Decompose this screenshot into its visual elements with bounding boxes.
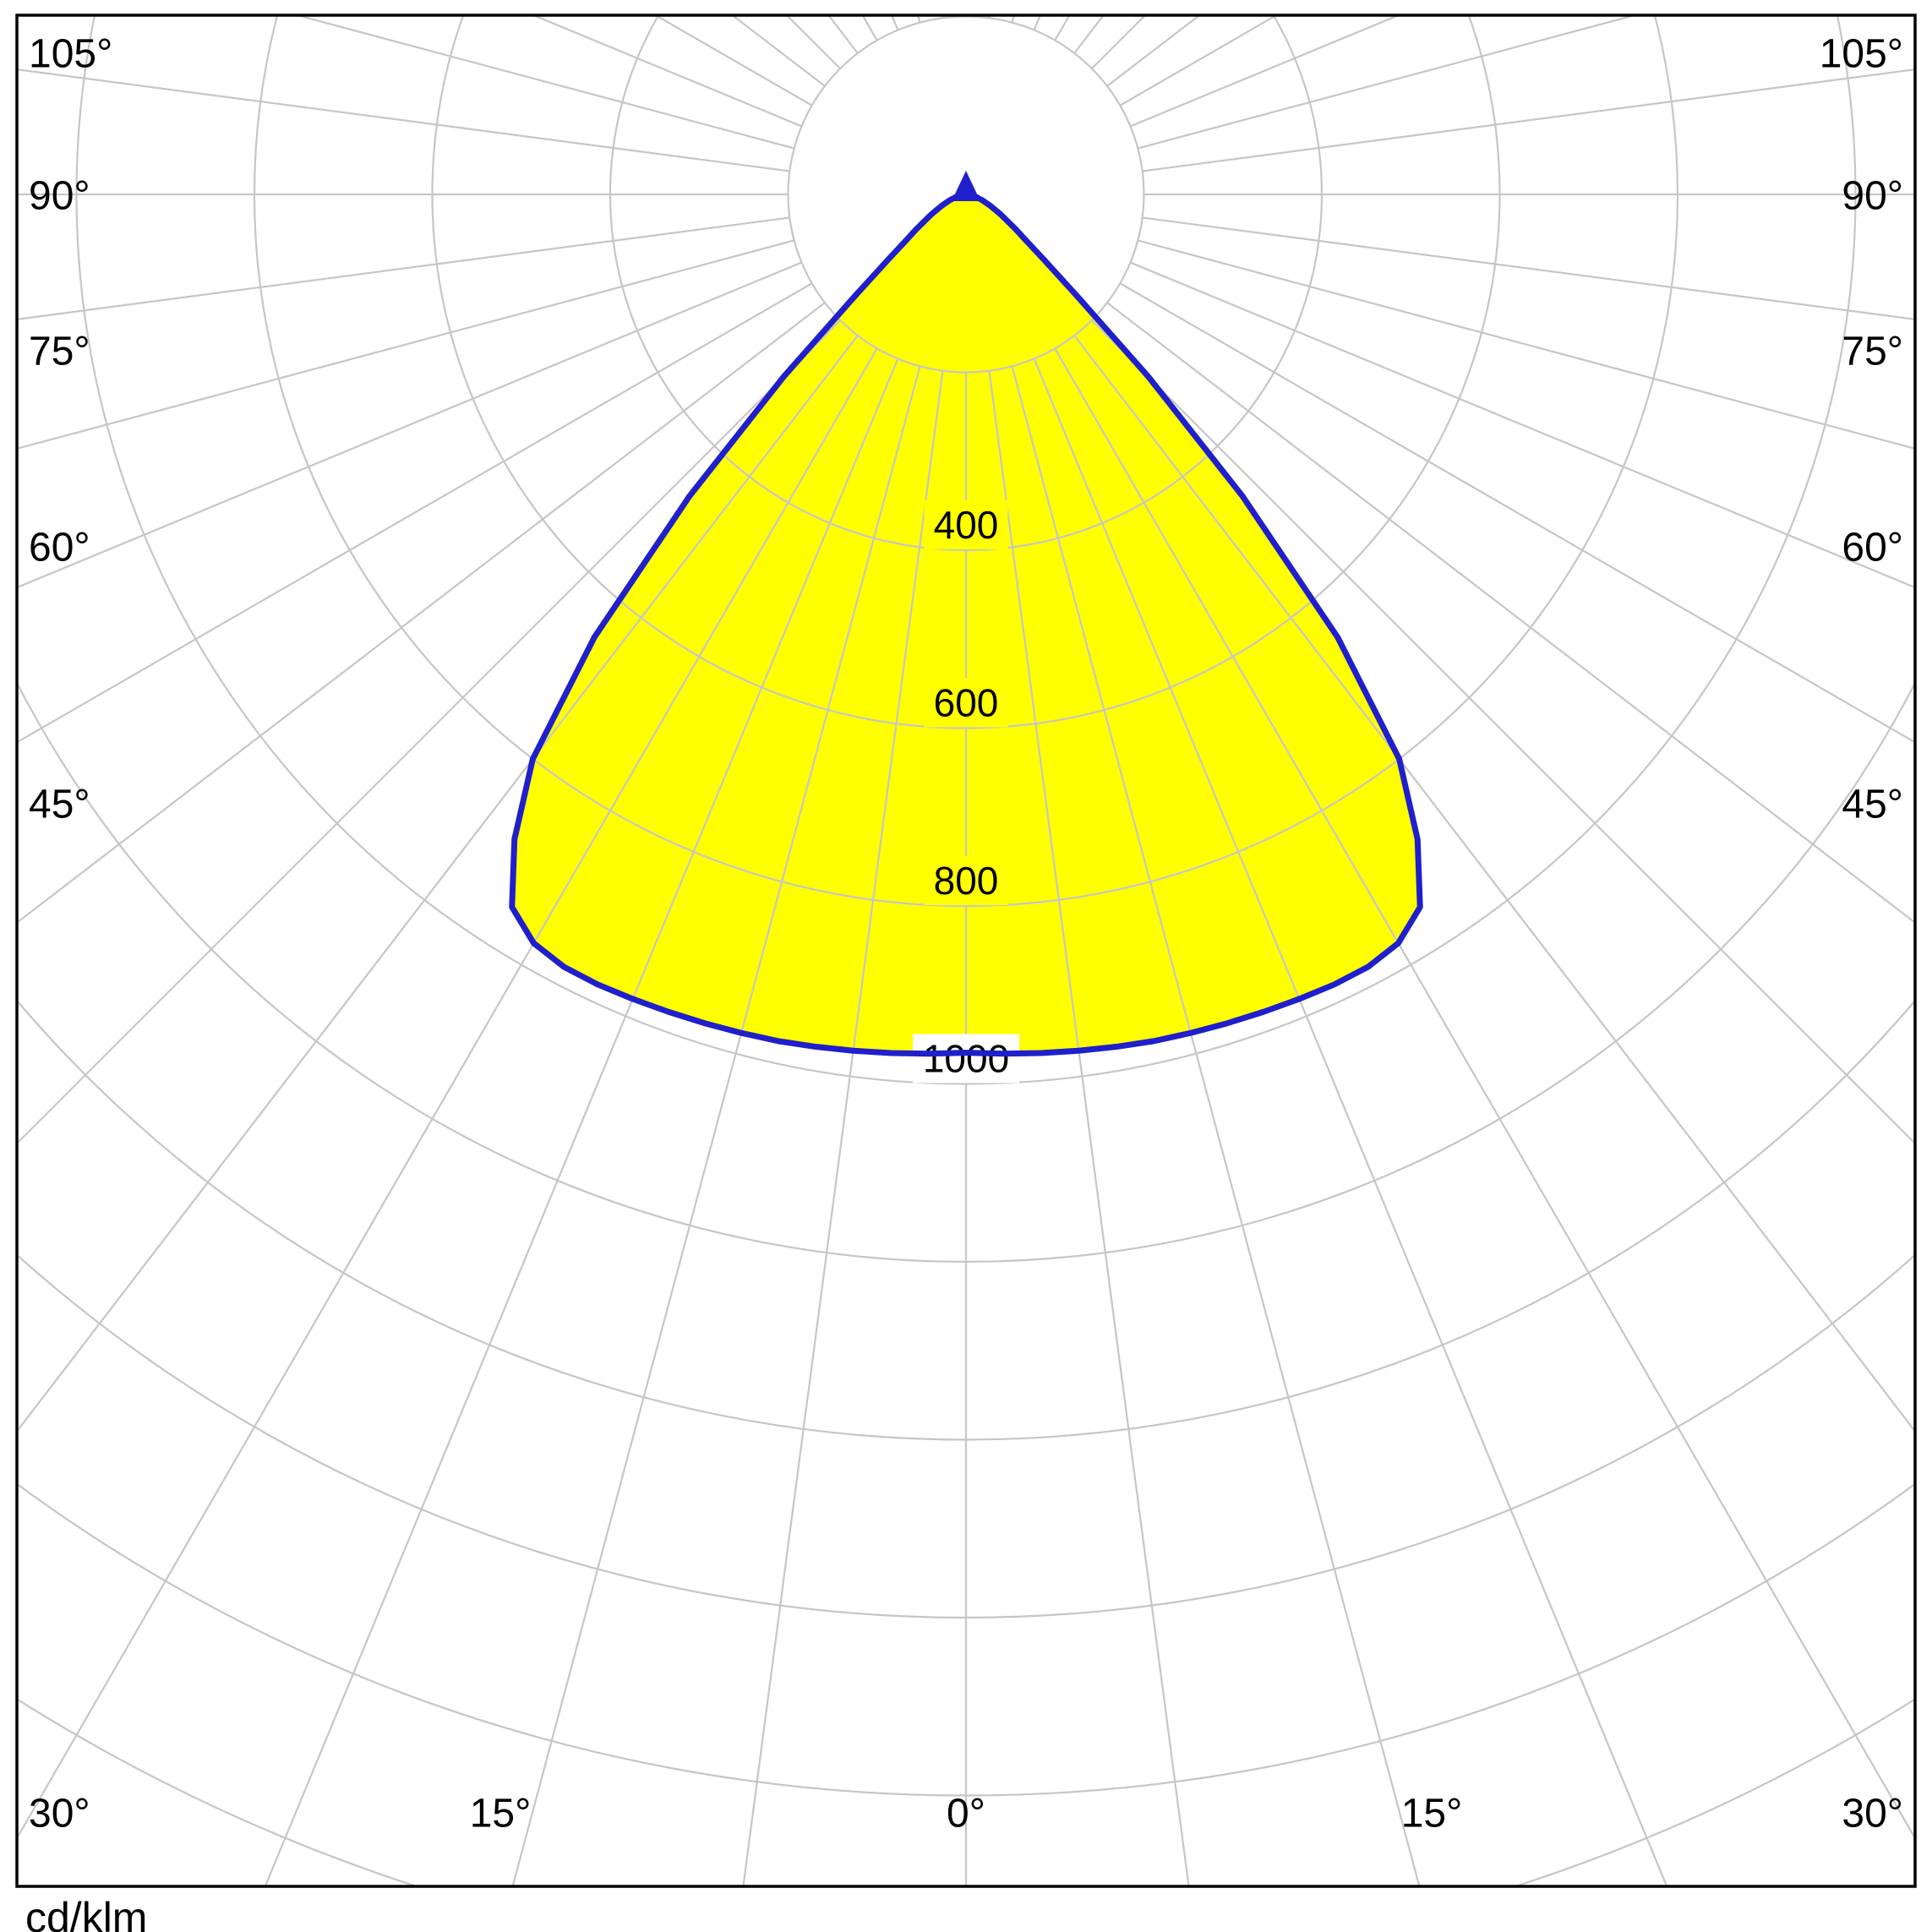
angular-gridline (293, 15, 794, 150)
angular-gridline (1011, 366, 1421, 1886)
angular-gridline (17, 239, 794, 450)
angular-gridline (1033, 358, 1668, 1886)
plot-border (15, 14, 1917, 1888)
radial-label-bg (924, 856, 1008, 905)
radial-label-bg (913, 1034, 1019, 1083)
angular-gridline (17, 335, 859, 1433)
angular-gridline (1138, 15, 1639, 150)
angle-label-bottom: 0° (947, 1792, 985, 1836)
radial-axis-label: 600 (934, 681, 999, 725)
unit-label: cd/klm (25, 1894, 148, 1932)
angle-label-left: 90° (29, 174, 90, 219)
angle-label-left: 60° (29, 526, 90, 570)
angle-label-left: 75° (29, 330, 90, 374)
angle-label-right: 30° (1842, 1792, 1903, 1836)
angular-gridline (1130, 261, 1915, 589)
angular-gridline (17, 347, 878, 1841)
angle-label-right: 60° (1842, 526, 1903, 570)
angle-label-bottom: 15° (470, 1792, 532, 1836)
angular-gridline (1091, 319, 1915, 1145)
intensity-curve (509, 191, 1423, 1057)
angle-label-right: 105° (1820, 32, 1903, 77)
angular-gridline (1138, 239, 1915, 450)
radial-axis-label: 400 (934, 503, 999, 547)
radial-axis-label: 1000 (923, 1037, 1009, 1081)
radial-axis-label: 800 (934, 859, 999, 903)
angular-gridline (988, 370, 1190, 1886)
angular-gridline (17, 302, 826, 925)
angle-label-right: 45° (1842, 783, 1903, 827)
angular-gridline (1073, 335, 1915, 1433)
angle-label-right: 90° (1842, 174, 1903, 219)
angular-gridline (1142, 216, 1915, 320)
angular-gridline (1142, 68, 1915, 172)
angle-label-right: 75° (1842, 330, 1903, 374)
radial-label-bg (924, 500, 1008, 549)
angular-gridline (511, 366, 921, 1886)
angular-gridline (742, 370, 944, 1886)
angular-gridline (1106, 302, 1915, 925)
radial-label-bg (924, 678, 1008, 728)
curve-apex-arrow-icon (952, 171, 980, 201)
angle-label-left: 105° (29, 32, 112, 77)
angular-gridline (17, 216, 790, 320)
angular-gridline (264, 358, 899, 1886)
angle-label-left: 30° (29, 1792, 90, 1836)
angular-gridline (17, 282, 813, 744)
angular-gridline (1054, 347, 1915, 1841)
angle-label-left: 45° (29, 783, 90, 827)
angular-gridline (17, 319, 841, 1145)
angular-gridline (17, 261, 802, 589)
angular-gridline (1119, 282, 1915, 744)
angular-gridline (17, 68, 790, 172)
angle-label-bottom: 15° (1401, 1792, 1463, 1836)
